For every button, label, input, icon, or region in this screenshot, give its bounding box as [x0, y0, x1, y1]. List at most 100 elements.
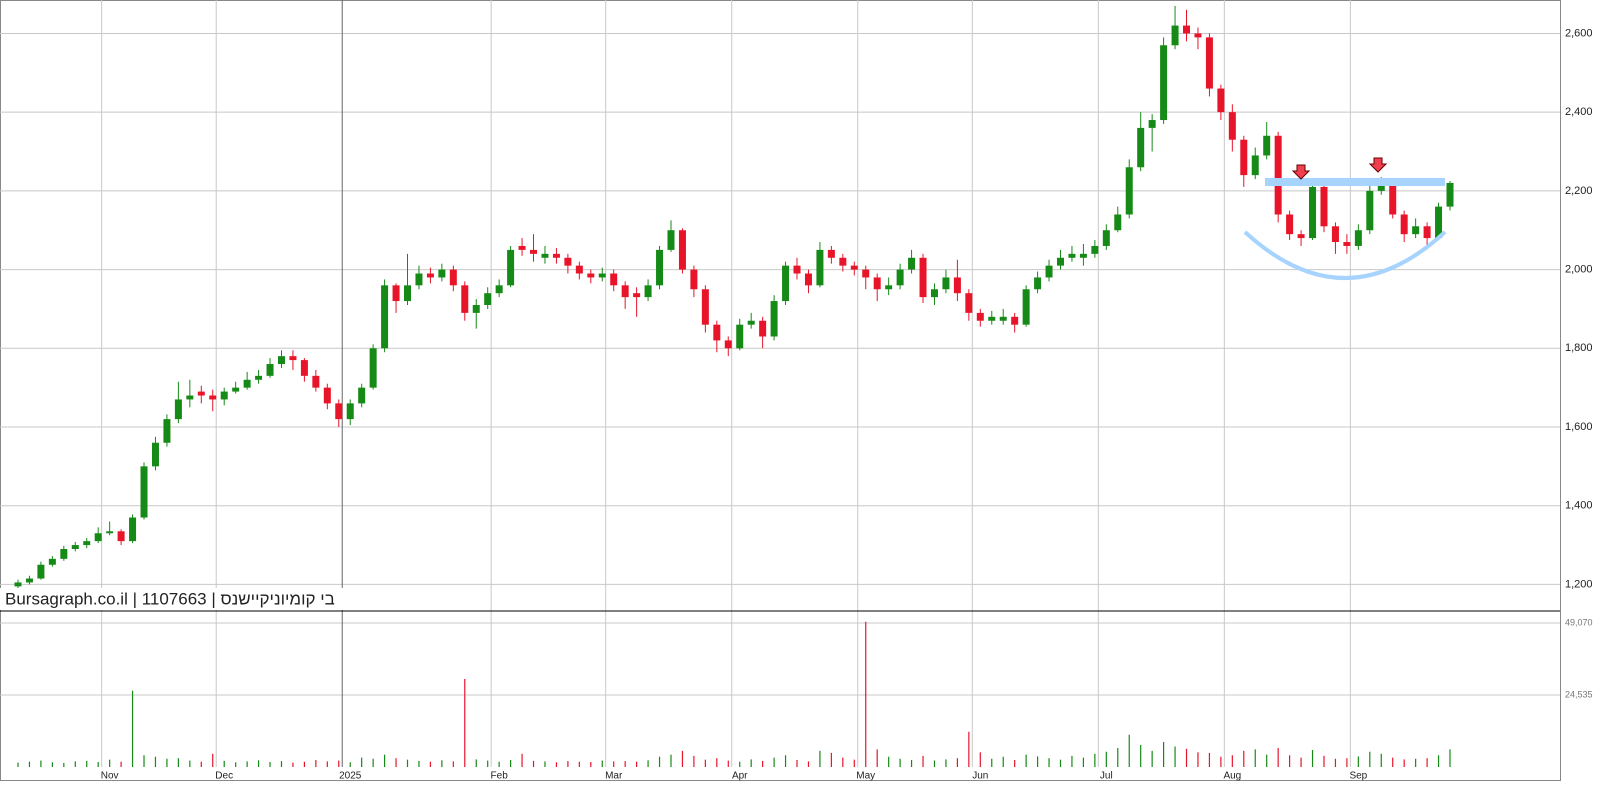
y-tick-label: 1,800: [1565, 342, 1593, 354]
y-tick-label: 1,600: [1565, 421, 1593, 433]
x-tick-label: Aug: [1223, 771, 1241, 782]
candle-body: [415, 273, 423, 286]
candle-body: [277, 356, 285, 365]
arrow: [1291, 164, 1311, 180]
candle-body: [186, 395, 194, 400]
x-tick-label: Dec: [215, 771, 233, 782]
x-tick-label: 2025: [339, 771, 362, 782]
candle-body: [736, 324, 744, 349]
candle-body: [426, 273, 434, 278]
candle-body: [335, 403, 343, 420]
candle-body: [1412, 226, 1420, 235]
candle-body: [816, 249, 824, 286]
candle-body: [1022, 289, 1030, 325]
grid: 1,200 1,400 1,600 1,800 2,000 2,200 2,400 2,600…: [0, 0, 1593, 782]
arrow: [1368, 157, 1388, 173]
candle-body: [713, 324, 721, 341]
candle-body: [472, 305, 480, 313]
candle-body: [1389, 183, 1397, 215]
candle-body: [644, 285, 652, 298]
candle-body: [83, 541, 91, 546]
candle-body: [1045, 265, 1053, 278]
candle-body: [381, 285, 389, 349]
candle-body: [862, 269, 870, 278]
candle-body: [770, 301, 778, 337]
candle-body: [908, 257, 916, 270]
candle-body: [656, 249, 664, 286]
resistance-band: [1265, 178, 1445, 186]
x-tick-label: Nov: [101, 771, 119, 782]
x-tick-label: Sep: [1349, 771, 1367, 782]
x-tick-label: May: [856, 771, 875, 782]
candle-body: [60, 549, 68, 559]
candle-body: [323, 387, 331, 404]
candle-body: [209, 395, 217, 400]
candle-body: [976, 312, 984, 321]
candle-body: [461, 285, 469, 313]
candle-body: [827, 249, 835, 258]
candle-body: [610, 273, 618, 286]
y-tick-label: 24,535: [1565, 689, 1593, 699]
candle-body: [495, 285, 503, 294]
candle-body: [48, 558, 56, 565]
candle-body: [701, 289, 709, 325]
candle-body: [690, 269, 698, 290]
candle-body: [633, 293, 641, 298]
candle-body: [1331, 226, 1339, 243]
candle-body: [1102, 230, 1110, 246]
candle-body: [369, 348, 377, 388]
y-tick-label: 2,000: [1565, 263, 1593, 275]
candle-body: [530, 249, 538, 254]
y-tick-label: 2,200: [1565, 185, 1593, 197]
candle-body: [174, 399, 182, 420]
candle-body: [1171, 25, 1179, 46]
candle-body: [552, 253, 560, 258]
candle-body: [312, 375, 320, 388]
candle-body: [140, 466, 148, 518]
candle-body: [1079, 253, 1087, 258]
y-tick-label: 49,070: [1565, 617, 1593, 627]
candle-body: [747, 320, 755, 325]
candle-body: [106, 531, 114, 534]
candle-body: [449, 269, 457, 286]
frame: [0, 0, 1561, 781]
candle-body: [1423, 226, 1431, 239]
candle-body: [1366, 190, 1374, 231]
candle-body: [117, 531, 125, 542]
candle-body: [129, 517, 137, 542]
candle-body: [1240, 139, 1248, 176]
candle-body: [1205, 37, 1213, 89]
candle-body: [919, 257, 927, 298]
candle-body: [1217, 88, 1225, 113]
candle-body: [1114, 214, 1122, 231]
candle-body: [94, 533, 102, 542]
x-tick-label: Apr: [732, 771, 748, 782]
candle-body: [564, 257, 572, 266]
candle-body: [988, 316, 996, 321]
candle-body: [575, 265, 583, 274]
candle-body: [392, 285, 400, 302]
y-tick-label: 1,400: [1565, 500, 1593, 512]
candle-body: [300, 360, 308, 376]
candle-body: [14, 582, 22, 587]
candle-body: [25, 578, 33, 583]
candle-body: [759, 320, 767, 337]
x-tick-label: Jun: [972, 771, 988, 782]
candle-body: [541, 253, 549, 258]
candle-body: [1343, 242, 1351, 246]
candle-body: [999, 316, 1007, 321]
candle-body: [1160, 45, 1168, 121]
candle-body: [1446, 183, 1454, 207]
candle-body: [1056, 257, 1064, 266]
candle-body: [953, 277, 961, 294]
candle-body: [587, 273, 595, 278]
candle-body: [1091, 245, 1099, 254]
y-tick-label: 1,200: [1565, 578, 1593, 590]
candle-body: [71, 545, 79, 549]
candle-body: [1320, 186, 1328, 227]
candle-body: [1125, 167, 1133, 215]
candle-body: [1263, 135, 1271, 156]
x-tick-label: Jul: [1100, 771, 1113, 782]
candle-body: [1068, 253, 1076, 258]
candle-body: [1194, 33, 1202, 38]
